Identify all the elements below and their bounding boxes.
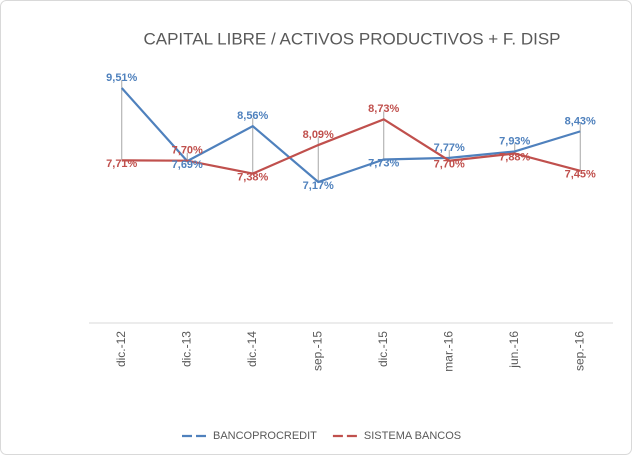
data-label: 7,17%: [303, 180, 334, 192]
x-tick-label: jun.-16: [507, 331, 521, 369]
x-tick-label: sep.-15: [310, 331, 324, 371]
data-label: 7,38%: [237, 171, 268, 183]
data-label: 8,09%: [303, 129, 334, 141]
data-label: 7,88%: [499, 151, 530, 163]
chart-title: CAPITAL LIBRE / ACTIVOS PRODUCTIVOS + F.…: [143, 29, 560, 48]
x-tick-label: dic.-15: [376, 331, 390, 367]
data-label: 7,73%: [368, 157, 399, 169]
data-label: 8,56%: [237, 110, 268, 122]
data-label: 8,43%: [565, 115, 596, 127]
data-label: 7,71%: [106, 158, 137, 170]
x-tick-label: dic.-13: [179, 331, 193, 367]
x-tick-label: dic.-12: [114, 331, 128, 367]
series-line: [121, 118, 581, 175]
legend-label: SISTEMA BANCOS: [364, 430, 461, 442]
data-label: 9,51%: [106, 72, 137, 84]
data-label: 8,73%: [368, 103, 399, 115]
x-tick-label: sep.-16: [572, 331, 586, 371]
legend-label: BANCOPROCREDIT: [213, 430, 317, 442]
data-label: 7,70%: [172, 145, 203, 157]
data-label: 7,93%: [499, 135, 530, 147]
data-label: 7,69%: [172, 159, 203, 171]
data-label: 7,77%: [434, 142, 465, 154]
data-label: 7,45%: [565, 169, 596, 181]
x-tick-label: mar.-16: [441, 331, 455, 372]
x-tick-label: dic.-14: [245, 331, 259, 367]
series-line: [120, 87, 581, 184]
data-label: 7,70%: [434, 159, 465, 171]
